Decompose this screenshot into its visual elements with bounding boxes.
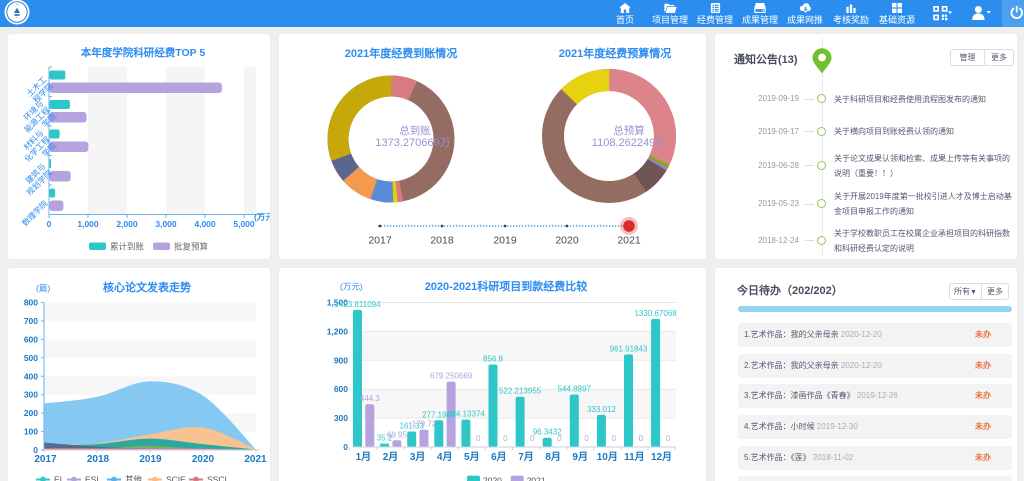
svg-text:800: 800 — [24, 298, 38, 308]
svg-text:0: 0 — [611, 434, 616, 443]
svg-text:总预算: 总预算 — [613, 124, 645, 137]
svg-text:0: 0 — [503, 434, 508, 443]
svg-text:333.012: 333.012 — [587, 405, 616, 414]
svg-text:100: 100 — [24, 427, 38, 437]
svg-text:其他: 其他 — [125, 475, 143, 481]
svg-text:3月: 3月 — [410, 451, 426, 463]
svg-text:3,000: 3,000 — [155, 219, 177, 229]
svg-text:679.250669: 679.250669 — [430, 372, 473, 381]
svg-text:核心论文发表走势: 核心论文发表走势 — [103, 280, 191, 294]
svg-text:400: 400 — [24, 371, 38, 381]
svg-text:1330.67068: 1330.67068 — [634, 309, 677, 318]
svg-text:6月: 6月 — [491, 451, 507, 463]
svg-text:2017: 2017 — [368, 235, 392, 247]
svg-text:(万元): (万元) — [254, 212, 270, 222]
svg-text:522.213955: 522.213955 — [499, 387, 542, 396]
svg-text:2月: 2月 — [383, 451, 399, 463]
svg-text:1月: 1月 — [356, 451, 372, 463]
svg-text:9月: 9月 — [572, 451, 588, 463]
svg-text:2021年度经费预算情况: 2021年度经费预算情况 — [559, 46, 671, 60]
svg-text:累计到账: 累计到账 — [110, 242, 145, 252]
svg-text:2017: 2017 — [34, 454, 57, 465]
svg-text:2021年度经费到账情况: 2021年度经费到账情况 — [345, 46, 457, 60]
svg-text:SSCI: SSCI — [207, 475, 227, 481]
svg-text:2018: 2018 — [87, 454, 110, 465]
svg-text:0: 0 — [530, 434, 535, 443]
svg-text:0: 0 — [33, 445, 38, 455]
svg-text:96.3432: 96.3432 — [533, 428, 562, 437]
svg-text:4月: 4月 — [437, 451, 453, 463]
svg-text:2018: 2018 — [430, 235, 454, 247]
svg-text:7月: 7月 — [518, 451, 534, 463]
svg-text:300: 300 — [24, 390, 38, 400]
svg-text:4,000: 4,000 — [194, 219, 216, 229]
svg-text:500: 500 — [24, 353, 38, 363]
svg-text:2019: 2019 — [139, 454, 162, 465]
svg-text:¨ˇ¨: ¨ˇ¨ — [15, 4, 19, 8]
svg-text:856.8: 856.8 — [483, 355, 504, 364]
svg-text:2021: 2021 — [244, 454, 267, 465]
svg-text:5,000: 5,000 — [233, 219, 255, 229]
svg-text:5月: 5月 — [464, 451, 480, 463]
svg-text:2020: 2020 — [192, 454, 215, 465]
svg-text:8月: 8月 — [545, 451, 561, 463]
svg-text:批复预算: 批复预算 — [174, 242, 209, 252]
svg-text:SCIE: SCIE — [166, 475, 186, 481]
svg-text:1423.811094: 1423.811094 — [334, 300, 381, 309]
svg-text:0: 0 — [343, 442, 348, 452]
svg-text:284.13374: 284.13374 — [447, 410, 485, 419]
svg-text:0: 0 — [584, 434, 589, 443]
svg-text:ESI: ESI — [85, 475, 99, 481]
svg-text:444.3: 444.3 — [360, 394, 381, 403]
svg-text:600: 600 — [24, 334, 38, 344]
svg-text:(篇): (篇) — [36, 283, 50, 293]
svg-text:EI: EI — [54, 475, 62, 481]
svg-text:2,000: 2,000 — [116, 219, 138, 229]
svg-text:1,200: 1,200 — [327, 326, 349, 336]
svg-text:544.8897: 544.8897 — [558, 385, 592, 394]
svg-text:277.1904: 277.1904 — [422, 410, 456, 419]
svg-text:10月: 10月 — [597, 451, 618, 463]
svg-text:700: 700 — [24, 316, 38, 326]
svg-text:1,500: 1,500 — [327, 298, 349, 308]
svg-text:2020-2021科研项目到款经费比较: 2020-2021科研项目到款经费比较 — [425, 279, 588, 293]
svg-text:161.33: 161.33 — [399, 422, 424, 431]
svg-text:300: 300 — [334, 413, 348, 423]
svg-text:0: 0 — [639, 434, 644, 443]
svg-text:12月: 12月 — [651, 451, 672, 463]
svg-text:0: 0 — [666, 434, 671, 443]
svg-text:179.72: 179.72 — [412, 420, 437, 429]
svg-text:2020: 2020 — [483, 476, 502, 481]
svg-text:建筑与规划学院: 建筑与规划学院 — [18, 161, 54, 197]
svg-text:数理学院: 数理学院 — [20, 198, 50, 228]
svg-text:11月: 11月 — [624, 451, 645, 463]
svg-text:200: 200 — [24, 408, 38, 418]
svg-text:35.2: 35.2 — [377, 434, 393, 443]
svg-text:本年度学院科研经费TOP 5: 本年度学院科研经费TOP 5 — [81, 46, 206, 59]
svg-text:0: 0 — [557, 434, 562, 443]
svg-text:2021: 2021 — [527, 476, 546, 481]
svg-text:0: 0 — [476, 434, 481, 443]
svg-text:1373.270669万: 1373.270669万 — [375, 137, 450, 149]
svg-text:2021: 2021 — [617, 235, 641, 247]
svg-text:900: 900 — [334, 355, 348, 365]
svg-text:961.91843: 961.91843 — [610, 344, 648, 353]
svg-text:600: 600 — [334, 384, 348, 394]
svg-text:2019: 2019 — [493, 235, 517, 247]
svg-text:(万元): (万元) — [340, 282, 363, 292]
svg-text:总到账: 总到账 — [399, 124, 431, 137]
svg-text:69.95: 69.95 — [387, 430, 408, 439]
svg-text:0: 0 — [47, 219, 52, 229]
svg-text:1108.262249万: 1108.262249万 — [592, 137, 666, 149]
svg-text:1,000: 1,000 — [77, 219, 99, 229]
svg-text:2020: 2020 — [555, 235, 579, 247]
